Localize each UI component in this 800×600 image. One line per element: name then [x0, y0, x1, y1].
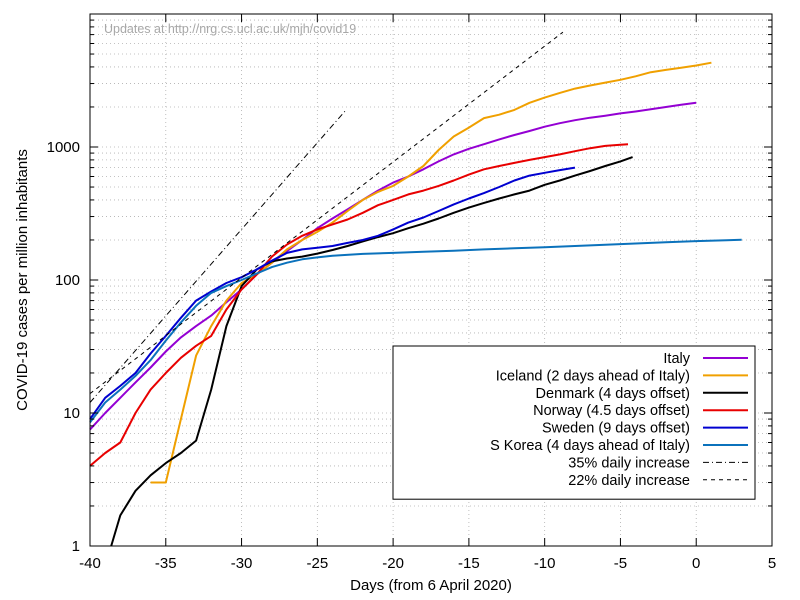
watermark-text: Updates at http://nrg.cs.ucl.ac.uk/mjh/c… — [104, 22, 356, 36]
x-tick-label: -20 — [382, 555, 404, 572]
legend-label-0: Italy — [663, 351, 690, 367]
x-tick-label: -35 — [155, 555, 177, 572]
x-tick-label: -25 — [306, 555, 328, 572]
y-axis-label: COVID-19 cases per million inhabitants — [14, 149, 31, 411]
series-line-0 — [89, 101, 697, 431]
series-line-1 — [150, 61, 712, 484]
x-tick-label: 5 — [768, 555, 776, 572]
x-tick-label: 0 — [692, 555, 700, 572]
legend-label-5: S Korea (4 days ahead of Italy) — [490, 438, 690, 454]
x-tick-label: -5 — [614, 555, 627, 572]
series-lines — [89, 31, 742, 547]
series-line-7 — [89, 31, 564, 394]
axis-ticks: -40 -35 -30 -25 -20 -15 -10 -5 0 5 1 10 100 1000 — [47, 14, 776, 572]
y-tick-label: 10 — [63, 405, 80, 422]
series-line-3 — [89, 143, 629, 467]
y-tick-label: 100 — [55, 272, 80, 289]
y-tick-label: 1 — [72, 538, 80, 555]
legend-label-3: Norway (4.5 days offset) — [533, 403, 690, 419]
series-line-5 — [89, 238, 742, 424]
legend-label-2: Denmark (4 days offset) — [536, 386, 690, 402]
legend-box — [392, 345, 756, 500]
x-tick-label: -15 — [458, 555, 480, 572]
x-axis-label: Days (from 6 April 2020) — [350, 577, 512, 594]
legend-label-4: Sweden (9 days offset) — [542, 421, 690, 437]
x-tick-label: -30 — [231, 555, 253, 572]
series-line-2 — [110, 156, 633, 547]
series-line-4 — [89, 166, 576, 420]
legend-label-6: 35% daily increase — [568, 455, 690, 471]
legend-label-1: Iceland (2 days ahead of Italy) — [496, 368, 690, 384]
x-tick-label: -10 — [534, 555, 556, 572]
y-tick-label: 1000 — [47, 139, 80, 156]
legend-label-7: 22% daily increase — [568, 473, 690, 489]
x-tick-label: -40 — [79, 555, 101, 572]
